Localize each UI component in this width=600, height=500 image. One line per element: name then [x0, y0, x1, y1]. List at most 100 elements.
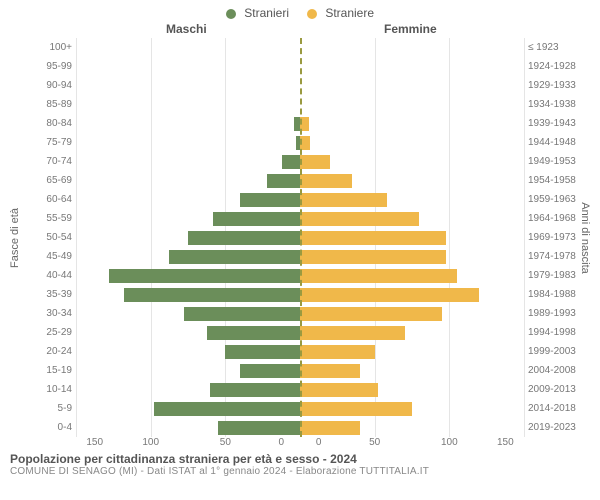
- age-label: 10-14: [22, 380, 76, 399]
- birth-label: 2009-2013: [524, 380, 578, 399]
- age-label: 70-74: [22, 152, 76, 171]
- title-male: Maschi: [166, 22, 207, 36]
- bar-female: [300, 212, 419, 226]
- bar-male: [154, 402, 300, 416]
- caption-title: Popolazione per cittadinanza straniera p…: [10, 452, 590, 466]
- y-axis-label-left: Fasce di età: [8, 38, 22, 437]
- birth-label: ≤ 1923: [524, 38, 578, 57]
- caption: Popolazione per cittadinanza straniera p…: [0, 448, 600, 477]
- plot-area: [76, 38, 524, 437]
- legend-label-female: Straniere: [325, 6, 374, 20]
- bar-male: [213, 212, 300, 226]
- age-label: 25-29: [22, 323, 76, 342]
- age-label: 95-99: [22, 57, 76, 76]
- bar-female: [300, 345, 375, 359]
- age-label: 55-59: [22, 209, 76, 228]
- birth-label: 1994-1998: [524, 323, 578, 342]
- birth-label: 2019-2023: [524, 418, 578, 437]
- age-label: 100+: [22, 38, 76, 57]
- bar-female: [300, 402, 412, 416]
- age-label: 80-84: [22, 114, 76, 133]
- birth-label: 1964-1968: [524, 209, 578, 228]
- age-label: 15-19: [22, 361, 76, 380]
- birth-label: 1979-1983: [524, 266, 578, 285]
- bar-male: [210, 383, 300, 397]
- bar-female: [300, 326, 405, 340]
- bar-male: [109, 269, 300, 283]
- x-tick: 0: [300, 437, 337, 448]
- legend-swatch-female: [307, 9, 317, 19]
- birth-label: 1984-1988: [524, 285, 578, 304]
- bar-male: [124, 288, 300, 302]
- bar-male: [225, 345, 300, 359]
- x-tick: 0: [263, 437, 300, 448]
- x-tick: 100: [113, 437, 188, 448]
- legend-item-male: Stranieri: [226, 6, 289, 20]
- birth-label: 2004-2008: [524, 361, 578, 380]
- birth-label: 1954-1958: [524, 171, 578, 190]
- bar-male: [240, 364, 300, 378]
- birth-label: 1929-1933: [524, 76, 578, 95]
- bar-male: [240, 193, 300, 207]
- x-tick: 50: [337, 437, 412, 448]
- bar-male: [282, 155, 300, 169]
- birth-label: 1959-1963: [524, 190, 578, 209]
- bar-female: [300, 383, 378, 397]
- age-label: 30-34: [22, 304, 76, 323]
- birth-label: 1999-2003: [524, 342, 578, 361]
- age-label: 85-89: [22, 95, 76, 114]
- x-tick: 150: [487, 437, 524, 448]
- legend-label-male: Stranieri: [244, 6, 289, 20]
- age-label: 20-24: [22, 342, 76, 361]
- x-tick: 150: [76, 437, 113, 448]
- bar-male: [188, 231, 300, 245]
- caption-subtitle: COMUNE DI SENAGO (MI) - Dati ISTAT al 1°…: [10, 466, 590, 477]
- age-label: 65-69: [22, 171, 76, 190]
- age-label: 60-64: [22, 190, 76, 209]
- title-female: Femmine: [384, 22, 437, 36]
- bar-male: [267, 174, 300, 188]
- bar-female: [300, 174, 352, 188]
- bar-female: [300, 269, 457, 283]
- x-axis-ticks: 050100150 050100150: [0, 437, 600, 448]
- age-label: 5-9: [22, 399, 76, 418]
- bar-female: [300, 155, 330, 169]
- bar-male: [184, 307, 300, 321]
- birth-label: 1989-1993: [524, 304, 578, 323]
- center-axis-line: [300, 38, 302, 437]
- birth-label: 1939-1943: [524, 114, 578, 133]
- bar-female: [300, 231, 446, 245]
- x-tick: 50: [188, 437, 263, 448]
- birth-label: 1924-1928: [524, 57, 578, 76]
- age-label: 45-49: [22, 247, 76, 266]
- bar-male: [218, 421, 300, 435]
- age-label: 35-39: [22, 285, 76, 304]
- age-label: 50-54: [22, 228, 76, 247]
- column-titles: Maschi Femmine: [0, 22, 600, 38]
- age-label: 40-44: [22, 266, 76, 285]
- birth-label: 1969-1973: [524, 228, 578, 247]
- legend-item-female: Straniere: [307, 6, 374, 20]
- pyramid-chart: Fasce di età 100+95-9990-9485-8980-8475-…: [0, 38, 600, 437]
- birth-label: 1944-1948: [524, 133, 578, 152]
- bar-female: [300, 193, 387, 207]
- birth-label: 1949-1953: [524, 152, 578, 171]
- bar-male: [207, 326, 300, 340]
- age-label: 90-94: [22, 76, 76, 95]
- birth-label: 1934-1938: [524, 95, 578, 114]
- legend-swatch-male: [226, 9, 236, 19]
- bar-female: [300, 421, 360, 435]
- birth-label: 2014-2018: [524, 399, 578, 418]
- age-label: 75-79: [22, 133, 76, 152]
- bar-female: [300, 288, 479, 302]
- birth-label: 1974-1978: [524, 247, 578, 266]
- gridline: [524, 38, 525, 437]
- y-axis-label-right: Anni di nascita: [578, 38, 592, 437]
- age-group-labels: 100+95-9990-9485-8980-8475-7970-7465-696…: [22, 38, 76, 437]
- x-tick: 100: [412, 437, 487, 448]
- age-label: 0-4: [22, 418, 76, 437]
- birth-year-labels: ≤ 19231924-19281929-19331934-19381939-19…: [524, 38, 578, 437]
- bar-female: [300, 364, 360, 378]
- bar-female: [300, 250, 446, 264]
- bar-male: [169, 250, 300, 264]
